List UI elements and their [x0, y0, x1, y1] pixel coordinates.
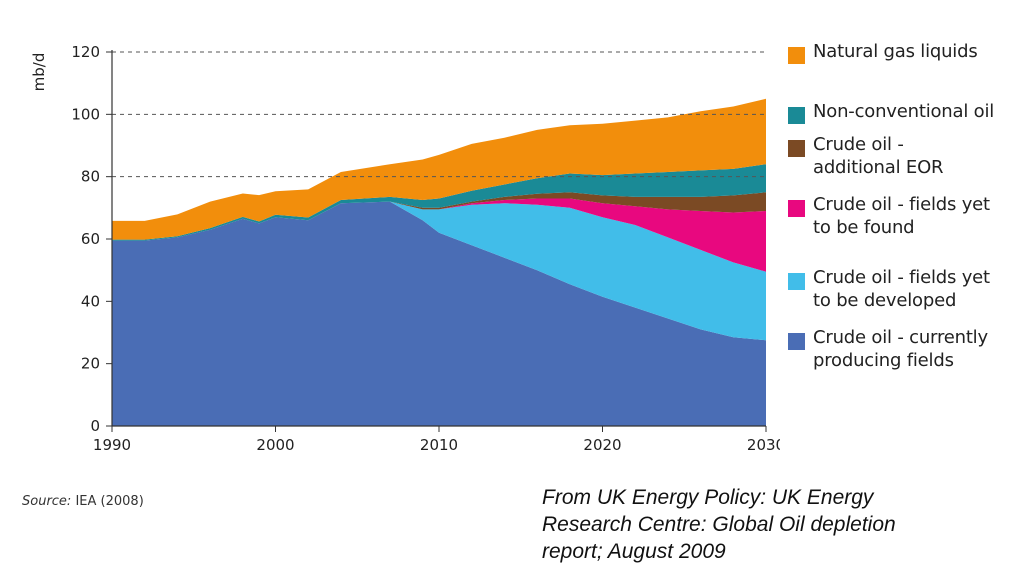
y-tick-label: 40 [81, 292, 100, 310]
citation-caption: From UK Energy Policy: UK Energy Researc… [542, 486, 896, 563]
legend-item-nonconventional: Non-conventional oil [788, 100, 1023, 133]
area-series-0 [112, 201, 766, 426]
legend-item-ngl: Natural gas liquids [788, 40, 1023, 100]
y-tick-label: 120 [71, 43, 100, 61]
y-axis-label: mb/d [30, 53, 48, 92]
y-tick-label: 60 [81, 230, 100, 248]
area-series-3 [112, 192, 766, 241]
source-note: Source: IEA (2008) [22, 494, 144, 509]
y-tick-label: 80 [81, 168, 100, 186]
legend-item-yet-to-be-found: Crude oil - fields yet to be found [788, 193, 1023, 266]
legend-swatch [788, 140, 805, 157]
legend-item-yet-to-be-developed: Crude oil - fields yet to be developed [788, 266, 1023, 326]
x-tick-label: 2000 [256, 436, 294, 454]
legend-label: Crude oil - fields yet to be found [813, 194, 990, 238]
x-tick-label: 2010 [420, 436, 458, 454]
stacked-area-chart: 0 20 40 60 80 100 120 1990 2000 2010 2020 2030 mb/d [30, 43, 780, 454]
y-tick-label: 100 [71, 105, 100, 123]
y-tick-label: 0 [90, 417, 100, 435]
x-tick-label: 2020 [583, 436, 621, 454]
y-tick-label: 20 [81, 355, 100, 373]
area-series-2 [112, 198, 766, 272]
legend-swatch [788, 333, 805, 350]
legend-swatch [788, 273, 805, 290]
legend-label: Crude oil - fields yet to be developed [813, 267, 990, 311]
legend-label: Natural gas liquids [813, 41, 978, 62]
legend-label: Crude oil - additional EOR [813, 134, 944, 178]
x-tick-label: 1990 [93, 436, 131, 454]
legend-swatch [788, 200, 805, 217]
area-series-1 [112, 201, 766, 341]
legend-item-currently-producing: Crude oil - currently producing fields [788, 326, 1023, 376]
legend-swatch [788, 107, 805, 124]
area-series-4 [112, 164, 766, 241]
source-prefix: Source: [22, 494, 72, 509]
source-text: IEA (2008) [71, 494, 144, 509]
legend-label: Non-conventional oil [813, 101, 995, 122]
x-tick-label: 2030 [747, 436, 780, 454]
area-series-5 [112, 98, 766, 240]
legend-label: Crude oil - currently producing fields [813, 327, 988, 371]
legend-swatch [788, 47, 805, 64]
chart-legend: Natural gas liquids Non-conventional oil… [788, 40, 1023, 376]
legend-item-eor: Crude oil - additional EOR [788, 133, 1023, 193]
